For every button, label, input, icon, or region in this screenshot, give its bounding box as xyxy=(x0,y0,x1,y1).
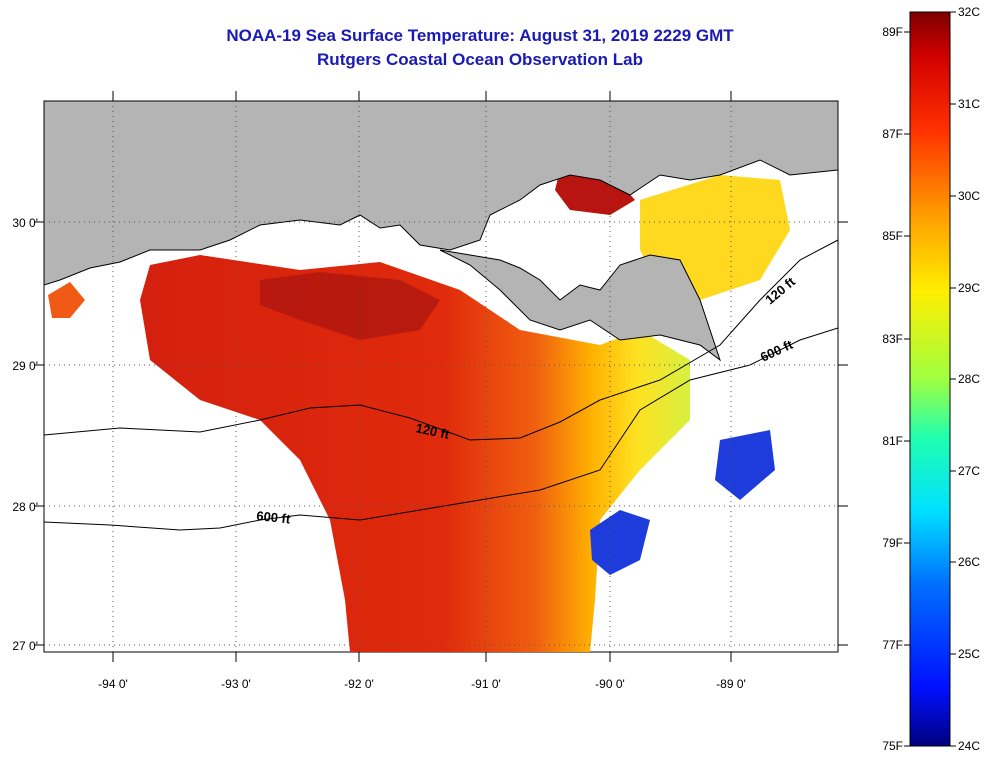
cbar-label-77f: 77F xyxy=(882,638,903,652)
lat-label-30: 30 0' xyxy=(12,216,38,230)
cbar-label-79f: 79F xyxy=(882,536,903,550)
cbar-label-85f: 85F xyxy=(882,229,903,243)
contour-600ft xyxy=(44,327,838,531)
lon-label-94: -94 0' xyxy=(98,677,128,691)
land-mass xyxy=(44,101,838,362)
lon-label-93: -93 0' xyxy=(221,677,251,691)
map-title: NOAA-19 Sea Surface Temperature: August … xyxy=(226,26,734,45)
map-subtitle: Rutgers Coastal Ocean Observation Lab xyxy=(317,50,643,69)
cbar-label-27c: 27C xyxy=(958,464,980,478)
map-ticks xyxy=(34,91,848,662)
cbar-label-30c: 30C xyxy=(958,189,980,203)
cbar-label-89f: 89F xyxy=(882,25,903,39)
colorbar xyxy=(909,11,951,747)
lon-label-92: -92 0' xyxy=(344,677,374,691)
lon-label-89: -89 0' xyxy=(716,677,746,691)
cbar-label-81f: 81F xyxy=(882,434,903,448)
cbar-label-83f: 83F xyxy=(882,332,903,346)
cbar-label-28c: 28C xyxy=(958,372,980,386)
cbar-label-32c: 32C xyxy=(958,5,980,19)
lon-label-90: -90 0' xyxy=(595,677,625,691)
sst-warm-core xyxy=(260,272,440,340)
sst-cool-spots xyxy=(590,430,775,575)
contour-120ft xyxy=(44,239,838,441)
lon-label-91: -91 0' xyxy=(471,677,501,691)
sst-warm-water xyxy=(140,255,690,652)
cbar-label-87f: 87F xyxy=(882,127,903,141)
contour-label-600ft-west: 600 ft xyxy=(256,508,292,527)
cbar-label-26c: 26C xyxy=(958,555,980,569)
cbar-label-31c: 31C xyxy=(958,97,980,111)
sst-west-patch xyxy=(48,282,85,318)
contour-label-120ft-west: 120 ft xyxy=(414,420,451,442)
lat-label-27: 27 0' xyxy=(12,639,38,653)
cbar-label-25c: 25C xyxy=(958,647,980,661)
lat-label-29: 29 0' xyxy=(12,359,38,373)
cbar-label-29c: 29C xyxy=(958,281,980,295)
cbar-label-75f: 75F xyxy=(882,739,903,753)
lat-label-28: 28 0' xyxy=(12,500,38,514)
map-gridlines xyxy=(44,101,838,652)
colorbar-ticks xyxy=(904,11,956,747)
cbar-label-24c: 24C xyxy=(958,739,980,753)
